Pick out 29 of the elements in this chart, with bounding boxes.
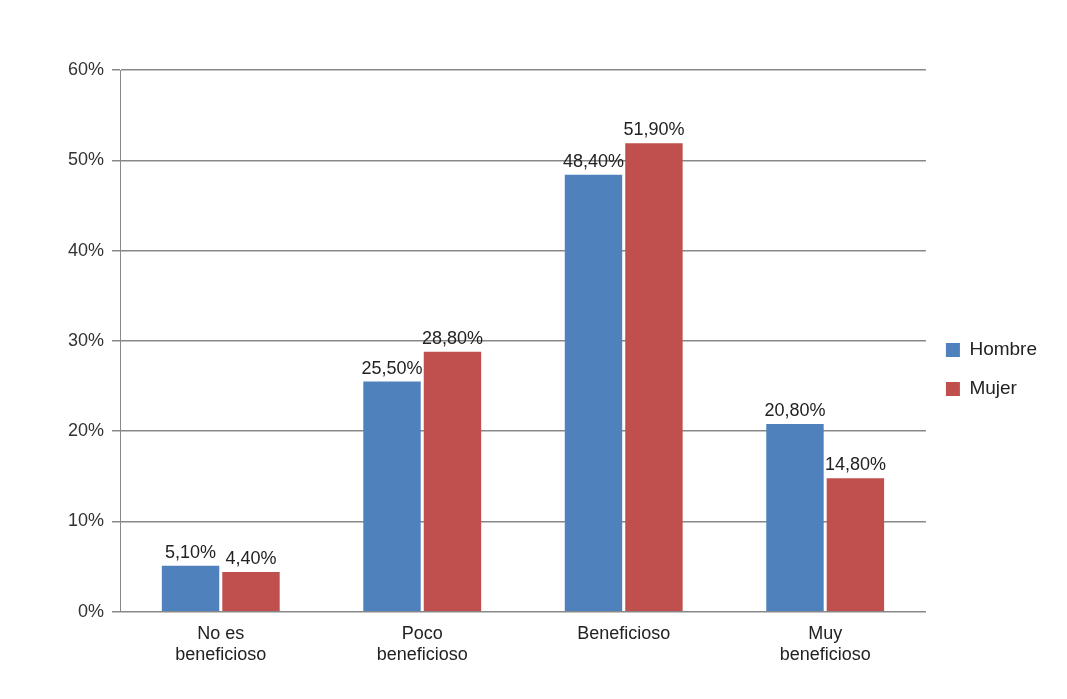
data-label: 48,40%: [562, 150, 625, 171]
y-tick-label: 50%: [68, 149, 105, 170]
legend-label: Mujer: [969, 377, 1018, 399]
bar: [766, 423, 824, 612]
y-tick-label: 40%: [68, 239, 105, 260]
data-label: 14,80%: [824, 454, 886, 475]
data-label: 4,40%: [225, 548, 277, 569]
bar: [363, 381, 421, 612]
bar: [161, 565, 220, 612]
x-tick-label: Poco beneficioso: [376, 622, 468, 665]
bar: [564, 174, 623, 612]
data-label: 5,10%: [165, 541, 217, 562]
data-label: 51,90%: [623, 119, 685, 140]
y-tick-label: 20%: [68, 420, 105, 441]
x-tick-label: No es beneficioso: [175, 622, 267, 665]
data-label: 20,80%: [764, 399, 826, 420]
y-tick-label: 10%: [68, 510, 105, 531]
bar: [625, 143, 683, 612]
x-tick-label: Beneficioso: [577, 622, 671, 643]
bar: [423, 351, 482, 612]
data-label: 28,80%: [421, 327, 483, 348]
y-tick-label: 60%: [68, 58, 105, 79]
y-tick-label: 30%: [68, 329, 105, 350]
bar: [222, 572, 280, 612]
bar: [826, 478, 885, 612]
x-tick-label: Muy beneficioso: [779, 622, 871, 665]
data-label: 25,50%: [361, 357, 423, 378]
legend-label: Hombre: [969, 338, 1037, 360]
y-tick-label: 0%: [78, 600, 105, 621]
